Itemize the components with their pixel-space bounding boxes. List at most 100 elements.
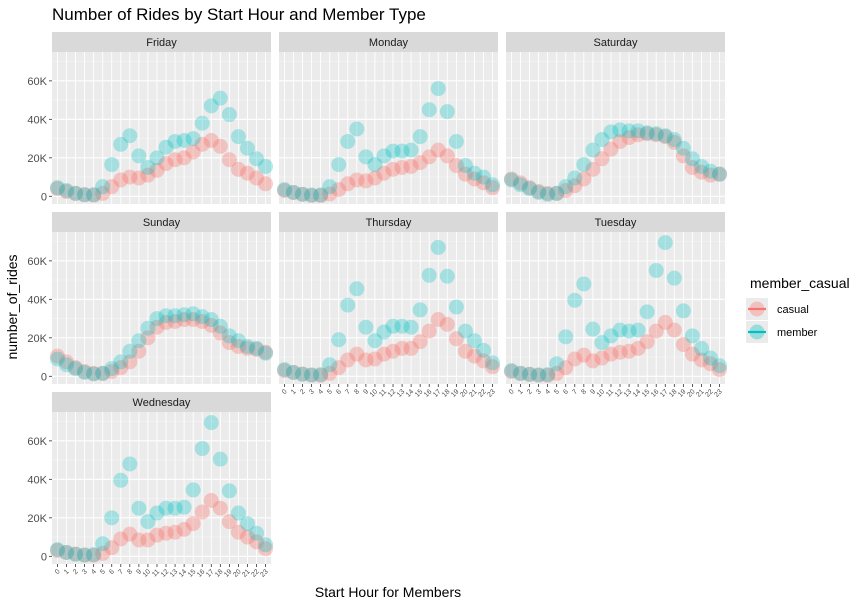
casual-point — [203, 317, 219, 333]
y-tick-label: 60K — [27, 256, 47, 268]
casual-point — [167, 152, 183, 168]
casual-point — [140, 532, 156, 548]
casual-point — [239, 165, 255, 181]
casual-point — [567, 178, 583, 194]
panel-background — [506, 52, 725, 204]
member-point — [421, 267, 437, 283]
x-tick-label: 7 — [117, 568, 125, 576]
member-point — [212, 451, 228, 467]
member-point — [304, 187, 320, 203]
casual-point — [113, 531, 129, 547]
casual-point — [531, 183, 547, 199]
x-tick-label: 5 — [553, 388, 561, 396]
casual-point — [212, 138, 228, 154]
casual-point — [603, 141, 619, 157]
y-tick-label: 0 — [41, 191, 47, 203]
x-tick-label: 18 — [214, 568, 225, 579]
panel-background — [279, 232, 498, 384]
member-point — [403, 319, 419, 335]
casual-point — [648, 127, 664, 143]
member-point — [158, 500, 174, 516]
casual-point — [77, 187, 93, 203]
casual-point — [476, 175, 492, 191]
member-point — [512, 365, 528, 381]
casual-point — [639, 126, 655, 142]
member-point — [158, 308, 174, 324]
casual-point — [666, 134, 682, 150]
member-point — [113, 472, 129, 488]
casual-point — [295, 186, 311, 202]
facet-strip — [279, 32, 498, 52]
x-tick-label: 18 — [668, 388, 679, 399]
casual-point — [86, 187, 102, 203]
member-point — [221, 483, 237, 499]
member-point — [549, 185, 565, 201]
x-tick-label: 8 — [580, 388, 588, 396]
member-point — [412, 302, 428, 318]
casual-point — [104, 363, 120, 379]
x-tick-label: 6 — [108, 568, 116, 576]
member-point — [430, 81, 446, 97]
member-point — [448, 299, 464, 315]
casual-point — [49, 543, 65, 559]
panel-background — [506, 232, 725, 384]
member-point — [194, 441, 210, 457]
member-point — [322, 179, 338, 195]
casual-point — [249, 534, 265, 550]
member-point — [358, 149, 374, 165]
member-point — [621, 123, 637, 139]
casual-point — [385, 161, 401, 177]
member-point — [648, 126, 664, 142]
member-point — [394, 143, 410, 159]
casual-point — [86, 365, 102, 381]
member-point — [258, 537, 274, 553]
member-point — [185, 482, 201, 498]
member-point — [322, 357, 338, 373]
casual-point — [457, 166, 473, 182]
casual-point — [394, 159, 410, 175]
casual-point — [122, 526, 138, 542]
x-tick-label: 14 — [405, 388, 416, 399]
casual-point — [376, 165, 392, 181]
x-axis-title: Start Hour for Members — [315, 584, 461, 600]
x-tick-label: 16 — [650, 388, 661, 399]
casual-point — [113, 360, 129, 376]
x-tick-label: 15 — [641, 388, 652, 399]
x-tick-label: 7 — [571, 388, 579, 396]
member-point — [675, 303, 691, 319]
x-tick-label: 23 — [259, 568, 270, 579]
member-point — [313, 187, 329, 203]
member-point — [194, 309, 210, 325]
member-point — [58, 183, 74, 199]
casual-point — [203, 133, 219, 149]
facet-panels: Friday 0 20K 40K 60K Monday Saturday Sunday 0 20K… — [27, 32, 728, 579]
x-tick-label: 20 — [459, 388, 470, 399]
y-tick-label: 40K — [27, 294, 47, 306]
panel-background — [52, 232, 271, 384]
member-point — [430, 239, 446, 255]
casual-point — [95, 365, 111, 381]
casual-point — [322, 186, 338, 202]
x-tick-label: 20 — [686, 388, 697, 399]
casual-point — [448, 158, 464, 174]
casual-point — [149, 319, 165, 335]
member-point — [421, 102, 437, 118]
casual-point — [176, 521, 192, 537]
casual-point — [276, 183, 292, 199]
member-point — [230, 129, 246, 145]
casual-point — [549, 185, 565, 201]
x-tick-label: 7 — [344, 388, 352, 396]
member-point — [531, 184, 547, 200]
casual-point — [594, 151, 610, 167]
member-point — [285, 184, 301, 200]
casual-point — [466, 348, 482, 364]
member-point — [621, 323, 637, 339]
casual-point — [249, 170, 265, 186]
member-point — [122, 456, 138, 472]
casual-point — [258, 541, 274, 557]
casual-point — [430, 142, 446, 158]
casual-point — [313, 367, 329, 383]
member-point — [612, 322, 628, 338]
casual-point — [603, 346, 619, 362]
casual-point — [104, 179, 120, 195]
